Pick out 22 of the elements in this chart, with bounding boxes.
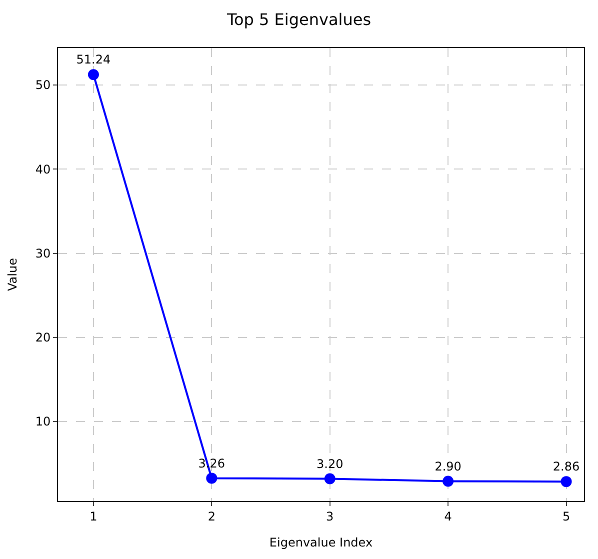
point: [442, 476, 454, 487]
x-tick-label: 3: [326, 509, 334, 524]
y-tick-label: 40: [35, 162, 51, 176]
x-tick-label: 5: [562, 509, 570, 524]
x-axis-title: Eigenvalue Index: [269, 535, 373, 550]
point: [206, 472, 218, 484]
text: 3.20: [316, 456, 344, 471]
y-tick-label: 30: [35, 246, 51, 260]
text: 2.86: [552, 460, 580, 474]
text: 51.24: [76, 52, 111, 67]
text: 2.90: [434, 459, 462, 474]
y-tick-label: 10: [35, 414, 51, 429]
x-tick-label: 1: [90, 509, 98, 524]
x-tick-label: 4: [444, 509, 452, 524]
y-tick-label: 50: [35, 78, 51, 92]
point: [88, 69, 99, 80]
y-axis-title: Value: [6, 258, 20, 291]
y-tick-label: 20: [35, 330, 51, 345]
point: [324, 473, 336, 484]
point: [560, 476, 572, 488]
x-tick-label: 2: [208, 509, 216, 524]
chart-title: Top 5 Eigenvalues: [226, 10, 372, 30]
